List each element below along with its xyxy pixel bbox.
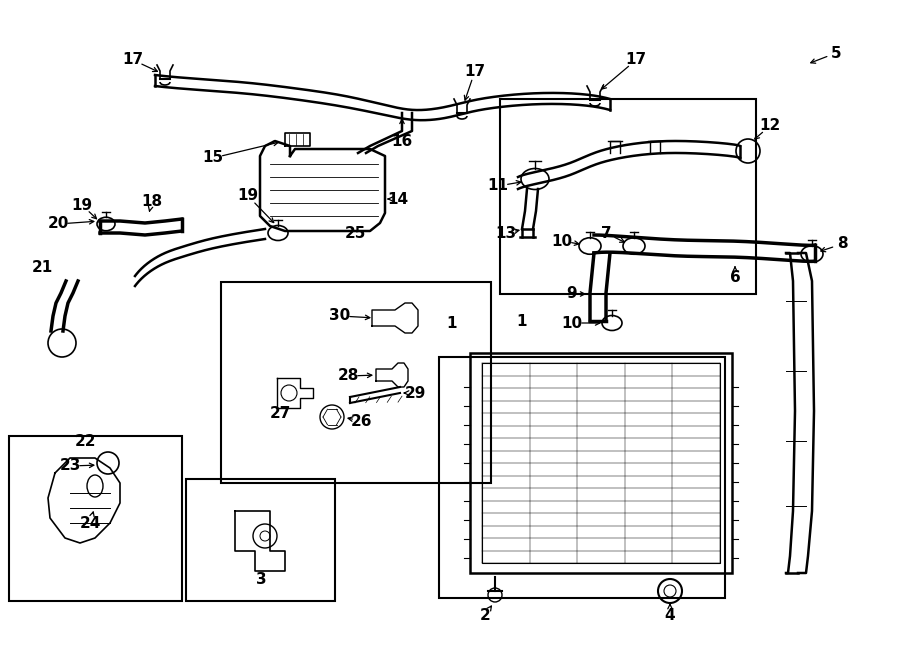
Bar	[470, 353, 732, 573]
Text: 29: 29	[404, 385, 426, 401]
Text: 10: 10	[562, 315, 582, 330]
Text: 17: 17	[464, 63, 486, 79]
Text: 26: 26	[351, 414, 373, 428]
Text: 6: 6	[730, 270, 741, 284]
Text: 28: 28	[338, 368, 359, 383]
Text: 16: 16	[392, 134, 412, 149]
Text: 17: 17	[626, 52, 646, 67]
Text: 21: 21	[32, 260, 52, 276]
Text: 30: 30	[329, 309, 351, 323]
Text: 25: 25	[345, 225, 365, 241]
Text: 20: 20	[48, 217, 68, 231]
Bar	[482, 363, 720, 563]
Text: 19: 19	[71, 198, 93, 212]
Text: 3: 3	[256, 572, 266, 586]
Text: 1: 1	[446, 315, 457, 330]
Text: 14: 14	[387, 192, 409, 206]
Bar	[500, 99, 756, 294]
Text: 24: 24	[79, 516, 101, 531]
Text: 4: 4	[665, 607, 675, 623]
Bar	[9, 436, 182, 601]
Text: 9: 9	[567, 286, 577, 301]
Text: 7: 7	[600, 225, 611, 241]
Text: 11: 11	[488, 178, 508, 194]
Text: 1: 1	[517, 313, 527, 329]
Text: 19: 19	[238, 188, 258, 204]
Bar	[186, 479, 335, 601]
Text: 8: 8	[837, 237, 847, 251]
Text: 10: 10	[552, 233, 572, 249]
Text: 15: 15	[202, 151, 223, 165]
Text: 5: 5	[831, 46, 842, 61]
Text: 13: 13	[495, 225, 517, 241]
Text: 2: 2	[480, 607, 491, 623]
Bar	[221, 282, 491, 483]
Text: 27: 27	[269, 405, 291, 420]
Bar	[439, 357, 725, 598]
Text: 17: 17	[122, 52, 144, 67]
Text: 22: 22	[74, 434, 95, 449]
Text: 12: 12	[760, 118, 780, 134]
Text: 23: 23	[59, 459, 81, 473]
Text: 18: 18	[141, 194, 163, 208]
